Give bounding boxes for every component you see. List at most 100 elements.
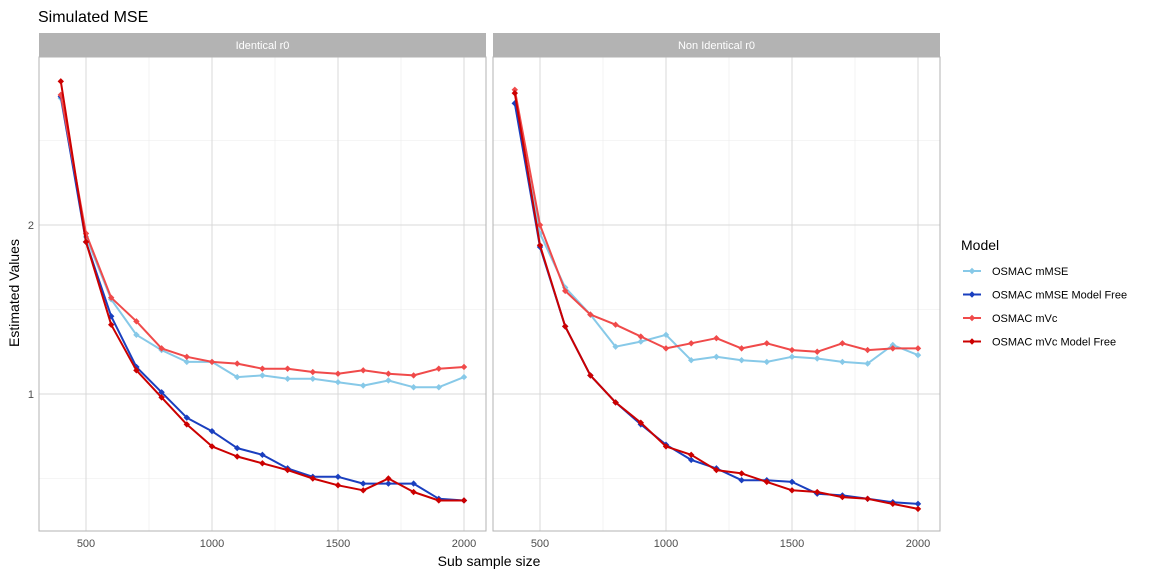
legend-label: OSMAC mMSE Model Free [992, 290, 1127, 302]
legend-item: OSMAC mVc Model Free [963, 337, 1116, 349]
data-point [839, 340, 846, 347]
legend-label: OSMAC mVc [992, 313, 1058, 325]
data-point [334, 482, 342, 489]
data-point [511, 100, 518, 107]
data-point [108, 321, 115, 328]
x-tick-label: 1000 [200, 538, 224, 550]
data-point [536, 221, 544, 229]
data-point [814, 348, 821, 355]
series-line [513, 103, 919, 365]
x-tick-label: 2000 [906, 538, 930, 550]
panel-strip [493, 33, 940, 57]
data-point [57, 91, 64, 99]
data-point [864, 346, 871, 354]
panel-strip [39, 33, 486, 57]
legend-key-marker [968, 291, 976, 298]
panel-border [38, 56, 487, 532]
data-point [788, 478, 796, 486]
data-point [688, 451, 695, 459]
data-point [133, 318, 140, 325]
data-point [612, 399, 619, 406]
panel-strip-label: Identical r0 [236, 40, 290, 52]
data-point [511, 86, 518, 93]
data-point [183, 353, 190, 361]
data-point [763, 340, 770, 347]
grid-lines [493, 57, 940, 531]
data-point [385, 475, 392, 482]
series-osmac-mvc [511, 86, 922, 355]
data-point [587, 372, 594, 379]
data-point [183, 421, 190, 428]
data-point [889, 500, 896, 508]
data-point [562, 323, 569, 330]
data-point [158, 389, 165, 396]
data-point [435, 497, 442, 504]
legend-item: OSMAC mMSE Model Free [963, 290, 1127, 302]
data-point [562, 287, 569, 295]
data-point [385, 370, 392, 377]
data-point [637, 333, 644, 340]
data-point [360, 480, 367, 487]
data-point [284, 375, 291, 382]
data-point [234, 360, 241, 367]
panel-2: Non Identical r0 500 1000 1500 2000 [492, 33, 941, 550]
data-point [637, 338, 644, 345]
data-point [158, 345, 165, 352]
data-point [208, 443, 216, 450]
data-point [788, 487, 796, 494]
grid-lines [39, 57, 486, 531]
data-point [309, 368, 316, 376]
data-point [410, 372, 417, 379]
series-osmac-mvc-model-free [57, 78, 468, 504]
data-point [259, 451, 266, 459]
data-point [259, 460, 266, 467]
data-point [914, 505, 922, 513]
series-osmac-mmse-model-free [57, 93, 468, 504]
data-point [738, 476, 745, 484]
series-osmac-mmse-model-free [511, 100, 922, 508]
data-point [788, 353, 796, 361]
x-tick-label: 1000 [654, 538, 678, 550]
series-osmac-mvc [57, 91, 468, 379]
data-point [662, 443, 670, 450]
data-point [460, 363, 468, 371]
series-line [513, 89, 918, 353]
data-point [688, 456, 695, 464]
legend-key-marker [968, 267, 976, 275]
data-point [738, 470, 745, 477]
data-point [234, 453, 241, 460]
chart-panels: Identical r0 500 1000 1500 2000 1 2 Non Identic… [28, 33, 941, 550]
data-point [208, 358, 216, 366]
series-line [513, 103, 919, 505]
x-tick-label: 1500 [326, 538, 350, 550]
data-point [637, 419, 644, 426]
data-point [839, 358, 846, 366]
legend-item: OSMAC mVc [963, 313, 1058, 325]
data-point [814, 355, 821, 362]
x-tick-label: 500 [77, 538, 95, 550]
legend-items: OSMAC mMSE OSMAC mMSE Model Free OSMAC mVc… [963, 266, 1127, 349]
data-point [183, 358, 190, 366]
data-point [334, 473, 342, 481]
panel-border [492, 56, 941, 532]
data-point [688, 357, 695, 364]
data-point [612, 343, 619, 350]
panel-1: Identical r0 500 1000 1500 2000 1 2 [28, 33, 487, 550]
data-point [763, 478, 770, 486]
data-point [511, 89, 518, 97]
data-point [82, 238, 90, 246]
data-point [889, 345, 896, 352]
data-point [864, 360, 871, 367]
data-point [284, 365, 291, 372]
series-line [59, 81, 464, 502]
data-point [562, 284, 569, 291]
data-point [385, 377, 392, 384]
data-point [889, 341, 896, 349]
data-point [234, 444, 241, 452]
data-point [713, 466, 720, 474]
data-point [208, 427, 216, 435]
data-point [914, 351, 922, 359]
legend-title: Model [961, 237, 999, 253]
